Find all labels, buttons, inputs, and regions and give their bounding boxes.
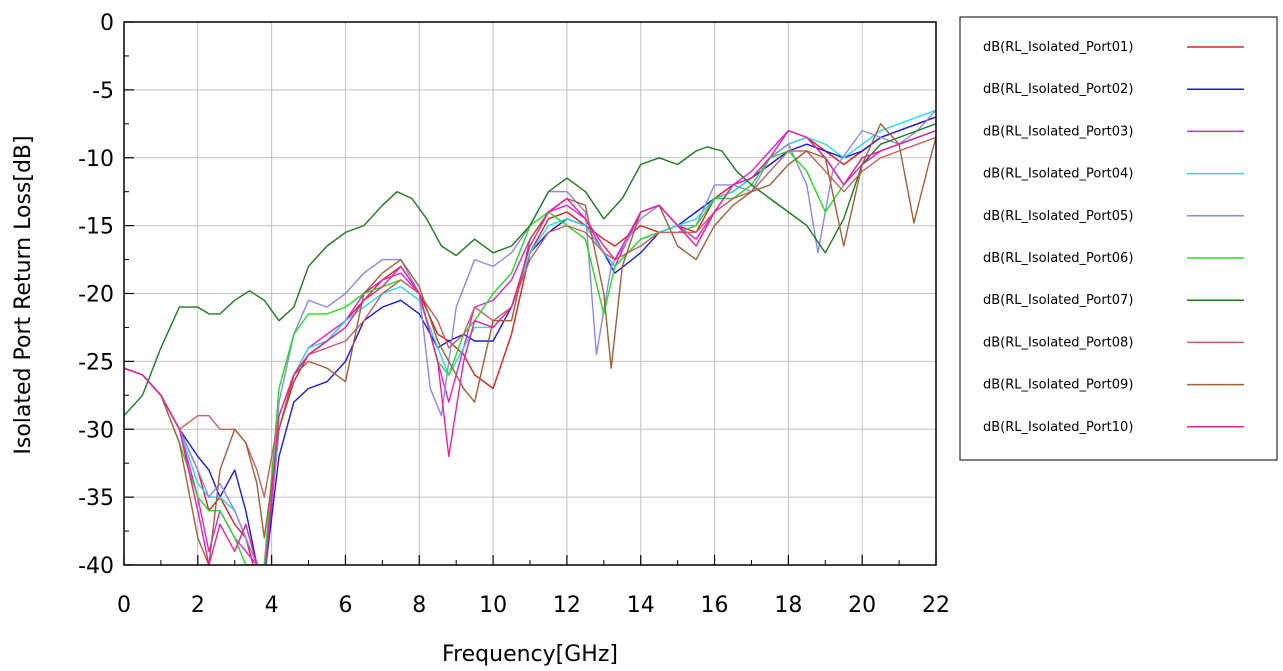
legend-label: dB(RL_Isolated_Port06) [983,251,1133,266]
legend-label: dB(RL_Isolated_Port07) [983,293,1133,308]
legend-entry: dB(RL_Isolated_Port05) [983,209,1244,224]
legend-label: dB(RL_Isolated_Port08) [983,335,1133,350]
x-tick-label: 12 [553,593,581,618]
grid-lines [123,21,937,566]
legend-entry: dB(RL_Isolated_Port04) [983,167,1244,182]
legend-entry: dB(RL_Isolated_Port09) [983,378,1244,393]
legend-label: dB(RL_Isolated_Port03) [983,124,1133,139]
series-line [124,109,936,565]
x-tick-label: 6 [338,593,352,618]
legend-label: dB(RL_Isolated_Port01) [983,40,1133,55]
legend-entry: dB(RL_Isolated_Port07) [983,293,1244,308]
series-layer [124,109,936,565]
x-tick-label: 4 [265,593,279,618]
y-tick-label: -25 [78,350,114,375]
x-tick-label: 2 [191,593,205,618]
x-tick-label: 20 [848,593,876,618]
x-tick-label: 8 [412,593,426,618]
x-tick-label: 0 [117,593,131,618]
legend-label: dB(RL_Isolated_Port09) [983,378,1133,393]
y-tick-label: -35 [78,486,114,511]
x-axis-tick-labels: 0 2 4 6 8 10 12 14 16 18 20 22 [117,593,950,618]
y-tick-label: -20 [78,283,114,308]
legend-entry: dB(RL_Isolated_Port10) [983,420,1244,435]
x-tick-label: 18 [774,593,802,618]
legend-label: dB(RL_Isolated_Port10) [983,420,1133,435]
y-tick-label: -40 [78,554,114,579]
legend-items: dB(RL_Isolated_Port01) dB(RL_Isolated_Por… [983,40,1244,435]
x-axis-title: Frequency[GHz] [442,642,618,667]
x-tick-label: 14 [627,593,655,618]
legend-entry: dB(RL_Isolated_Port03) [983,124,1244,139]
legend-entry: dB(RL_Isolated_Port06) [983,251,1244,266]
series-line [124,123,936,417]
series-line [124,123,936,565]
legend-label: dB(RL_Isolated_Port02) [983,82,1133,97]
legend-entry: dB(RL_Isolated_Port02) [983,82,1244,97]
y-tick-label: -10 [78,147,114,172]
legend-label: dB(RL_Isolated_Port04) [983,167,1133,182]
series-line [124,129,936,565]
y-axis-tick-labels: 0 -5 -10 -15 -20 -25 -30 -35 -40 [78,11,114,579]
legend-entry: dB(RL_Isolated_Port08) [983,335,1244,350]
y-tick-label: -30 [78,418,114,443]
y-tick-label: 0 [100,11,114,36]
y-axis-title: Isolated Port Return Loss[dB] [11,135,36,454]
legend-label: dB(RL_Isolated_Port05) [983,209,1133,224]
y-tick-label: -5 [92,79,114,104]
legend: dB(RL_Isolated_Port01) dB(RL_Isolated_Por… [959,16,1278,461]
legend-box [959,16,1278,461]
axis-ticks [123,21,937,566]
x-tick-label: 22 [922,593,950,618]
y-tick-label: -15 [78,215,114,240]
x-tick-label: 16 [701,593,729,618]
x-tick-label: 10 [479,593,507,618]
legend-entry: dB(RL_Isolated_Port01) [983,40,1244,55]
